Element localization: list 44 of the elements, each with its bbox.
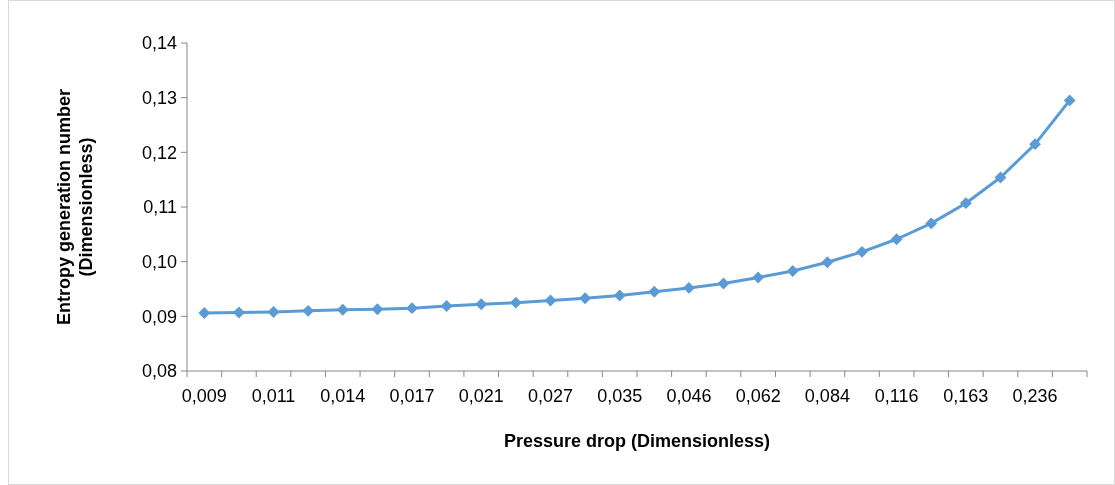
x-tick-label: 0,046 [666,386,712,406]
x-tick-label: 0,035 [597,386,643,406]
y-tick-label: 0,14 [141,33,177,54]
x-tick-label: 0,236 [1012,386,1058,406]
point [613,289,626,302]
point [890,233,903,246]
y-tick-label: 0,09 [141,306,177,327]
point [925,217,938,230]
point [856,245,868,258]
point [959,197,972,210]
point [648,285,661,298]
x-tick-label: 0,009 [181,386,227,406]
x-tick-label: 0,011 [251,386,296,406]
point [440,300,453,312]
point [267,306,280,318]
y-tick-label: 0,13 [141,87,177,108]
x-tick-label: 0,062 [735,386,781,406]
point [682,281,695,294]
point [544,294,557,307]
y-tick-label: 0,08 [141,361,177,382]
point [1063,94,1076,107]
point [1029,138,1042,151]
x-tick-label: 0,021 [458,386,504,406]
y-axis-title: Entropy generation number (Dimensionless) [54,88,96,326]
x-tick-label: 0,163 [943,386,989,406]
x-tick-label: 0,084 [804,386,850,406]
point [994,171,1007,184]
y-tick-label: 0,10 [141,251,177,272]
y-tick-label: 0,12 [141,142,177,163]
x-axis-title: Pressure drop (Dimensionless) [503,431,771,451]
x-tick-label: 0,017 [389,386,435,406]
point [786,265,799,277]
x-tick-label: 0,014 [320,386,366,406]
point [509,296,522,309]
point [475,298,488,311]
y-tick-label: 0,11 [143,197,177,218]
point [717,277,730,290]
x-tick-label: 0,116 [874,386,919,406]
x-tick-label: 0,027 [527,386,573,406]
point [752,271,765,284]
point [336,303,349,316]
point [406,302,418,315]
point [371,303,384,316]
point [821,256,834,269]
